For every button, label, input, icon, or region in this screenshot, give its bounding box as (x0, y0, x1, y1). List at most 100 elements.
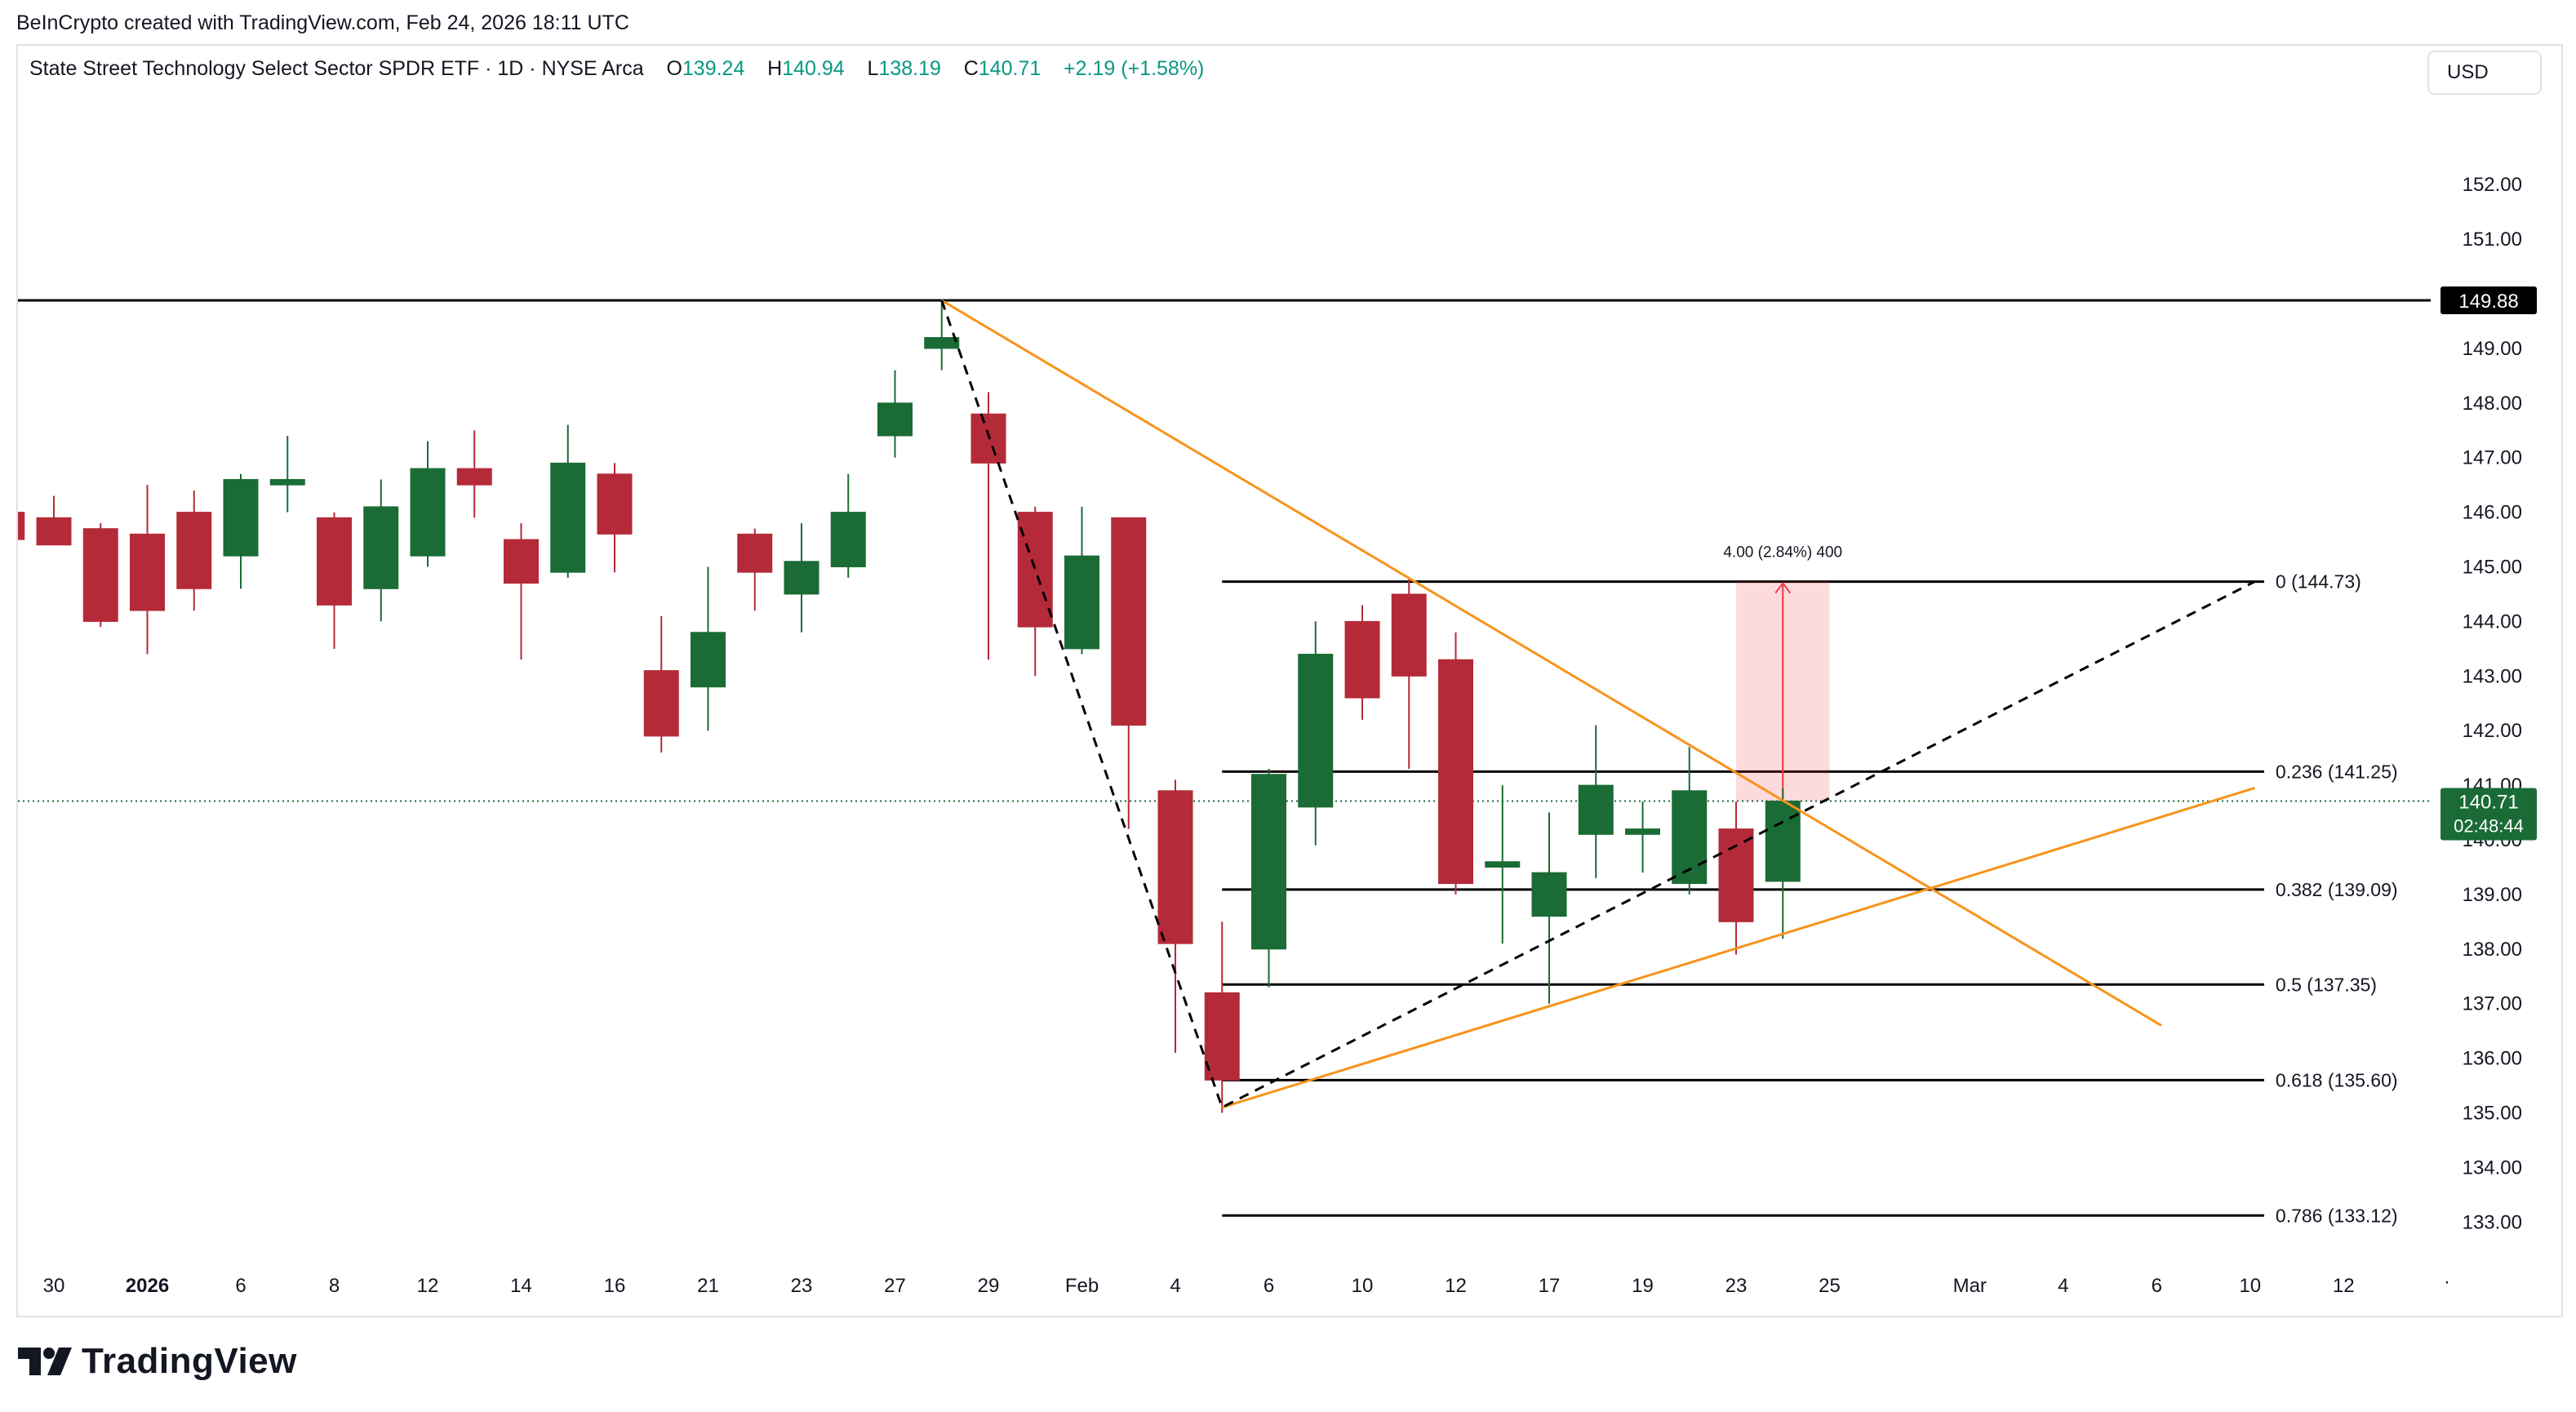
fib-level-label: 0 (144.73) (2276, 571, 2361, 593)
x-tick-label: Feb (1065, 1275, 1099, 1297)
y-tick-label: 148.00 (2463, 393, 2522, 415)
candle-up (877, 402, 913, 437)
high-label: H (767, 57, 783, 80)
candle-down (1157, 790, 1193, 944)
candle-up (691, 632, 726, 688)
candle-down (597, 473, 633, 535)
x-tick-label: 14 (510, 1275, 532, 1297)
open-value: 139.24 (682, 57, 745, 80)
candle-up (1298, 654, 1334, 808)
candle-down (643, 670, 679, 737)
x-tick-label: Mar (1953, 1275, 1987, 1297)
candle-up (830, 512, 866, 567)
candle-up (1251, 774, 1286, 950)
y-tick-label: 139.00 (2463, 884, 2522, 906)
x-tick-label: 27 (884, 1275, 906, 1297)
candle-up (269, 478, 305, 486)
x-tick-label: 6 (2152, 1275, 2162, 1297)
close-value: 140.71 (978, 57, 1042, 80)
candle-down (1017, 512, 1053, 628)
candle-up (1625, 828, 1660, 835)
candle-up (223, 478, 259, 557)
candle-down (504, 539, 539, 584)
plot-area (18, 299, 2431, 1217)
attribution-text: BeInCrypto created with TradingView.com,… (16, 11, 629, 34)
fib-level-label: 0.786 (133.12) (2276, 1205, 2398, 1226)
y-tick-label: 147.00 (2463, 447, 2522, 469)
candle-down (1344, 620, 1380, 699)
x-axis-dot: · (2444, 1271, 2450, 1293)
candle-down (130, 533, 165, 611)
candle-up (1064, 555, 1099, 650)
candle-up (550, 462, 586, 573)
x-tick-label: 2026 (126, 1275, 169, 1297)
x-tick-label: 8 (329, 1275, 340, 1297)
candle-down (82, 528, 118, 622)
x-tick-label: 12 (2333, 1275, 2355, 1297)
low-label: L (867, 57, 879, 80)
candle-up (1578, 784, 1614, 835)
x-tick-label: 6 (235, 1275, 246, 1297)
y-tick-label: 145.00 (2463, 557, 2522, 579)
y-tick-label: 144.00 (2463, 611, 2522, 633)
x-tick-label: 17 (1539, 1275, 1561, 1297)
tradingview-logo-icon (18, 1348, 72, 1375)
fib-level-label: 0.382 (139.09) (2276, 879, 2398, 900)
x-tick-label: 21 (697, 1275, 719, 1297)
currency-selector[interactable]: USD (2427, 51, 2542, 95)
last-price-label: 140.71 (2458, 792, 2518, 814)
measure-label: 4.00 (2.84%) 400 (1723, 544, 1842, 562)
y-tick-label: 137.00 (2463, 993, 2522, 1015)
candle-up (410, 468, 446, 557)
candle-down (456, 468, 492, 486)
low-value: 138.19 (878, 57, 941, 80)
lower-trendline (1221, 787, 2255, 1109)
resistance-price-label: 149.88 (2458, 291, 2518, 313)
candle-down (1111, 517, 1147, 726)
candle-down (1391, 593, 1427, 677)
candle-up (1485, 861, 1521, 868)
candle-down (737, 533, 773, 573)
tradingview-logo[interactable]: TradingView (18, 1341, 297, 1382)
fib-level-label: 0.5 (137.35) (2276, 974, 2377, 995)
y-tick-label: 138.00 (2463, 939, 2522, 961)
fib-level-label: 0.618 (135.60) (2276, 1069, 2398, 1090)
chart-frame (16, 44, 2563, 1317)
resistance-price-badge (2441, 286, 2537, 315)
y-tick-label: 143.00 (2463, 665, 2522, 687)
candle-down (176, 512, 212, 589)
candle-up (784, 561, 819, 595)
x-tick-label: 19 (1632, 1275, 1654, 1297)
candle-down (1718, 828, 1754, 922)
x-tick-label: 29 (978, 1275, 1000, 1297)
tradingview-logo-text: TradingView (82, 1341, 297, 1381)
candle-up (363, 506, 399, 589)
x-tick-label: 6 (1264, 1275, 1274, 1297)
x-tick-label: 10 (1352, 1275, 1374, 1297)
x-tick-label: 4 (1170, 1275, 1180, 1297)
x-tick-label: 10 (2239, 1275, 2261, 1297)
upper-trendline (940, 299, 2162, 1027)
last-price-badge (2441, 788, 2537, 841)
candle-down (317, 517, 352, 606)
y-tick-label: 142.00 (2463, 720, 2522, 742)
candle-down (970, 413, 1006, 464)
symbol-title[interactable]: State Street Technology Select Sector SP… (29, 57, 644, 80)
x-tick-label: 12 (1445, 1275, 1467, 1297)
change-value: +2.19 (+1.58%) (1064, 57, 1205, 80)
candle-down (1204, 992, 1240, 1081)
x-tick-label: 23 (791, 1275, 813, 1297)
y-tick-label: 135.00 (2463, 1103, 2522, 1125)
measure-arrow-head (1774, 581, 1792, 594)
candle-down (1438, 659, 1473, 885)
bar-countdown-label: 02:48:44 (2454, 816, 2524, 837)
x-tick-label: 4 (2058, 1275, 2068, 1297)
symbol-header: State Street Technology Select Sector SP… (29, 57, 1204, 81)
y-tick-label: 146.00 (2463, 502, 2522, 524)
candle-up (1672, 790, 1708, 885)
candle-up (1765, 801, 1801, 882)
high-value: 140.94 (782, 57, 845, 80)
candle-up (1531, 872, 1567, 917)
y-tick-label: 134.00 (2463, 1157, 2522, 1179)
